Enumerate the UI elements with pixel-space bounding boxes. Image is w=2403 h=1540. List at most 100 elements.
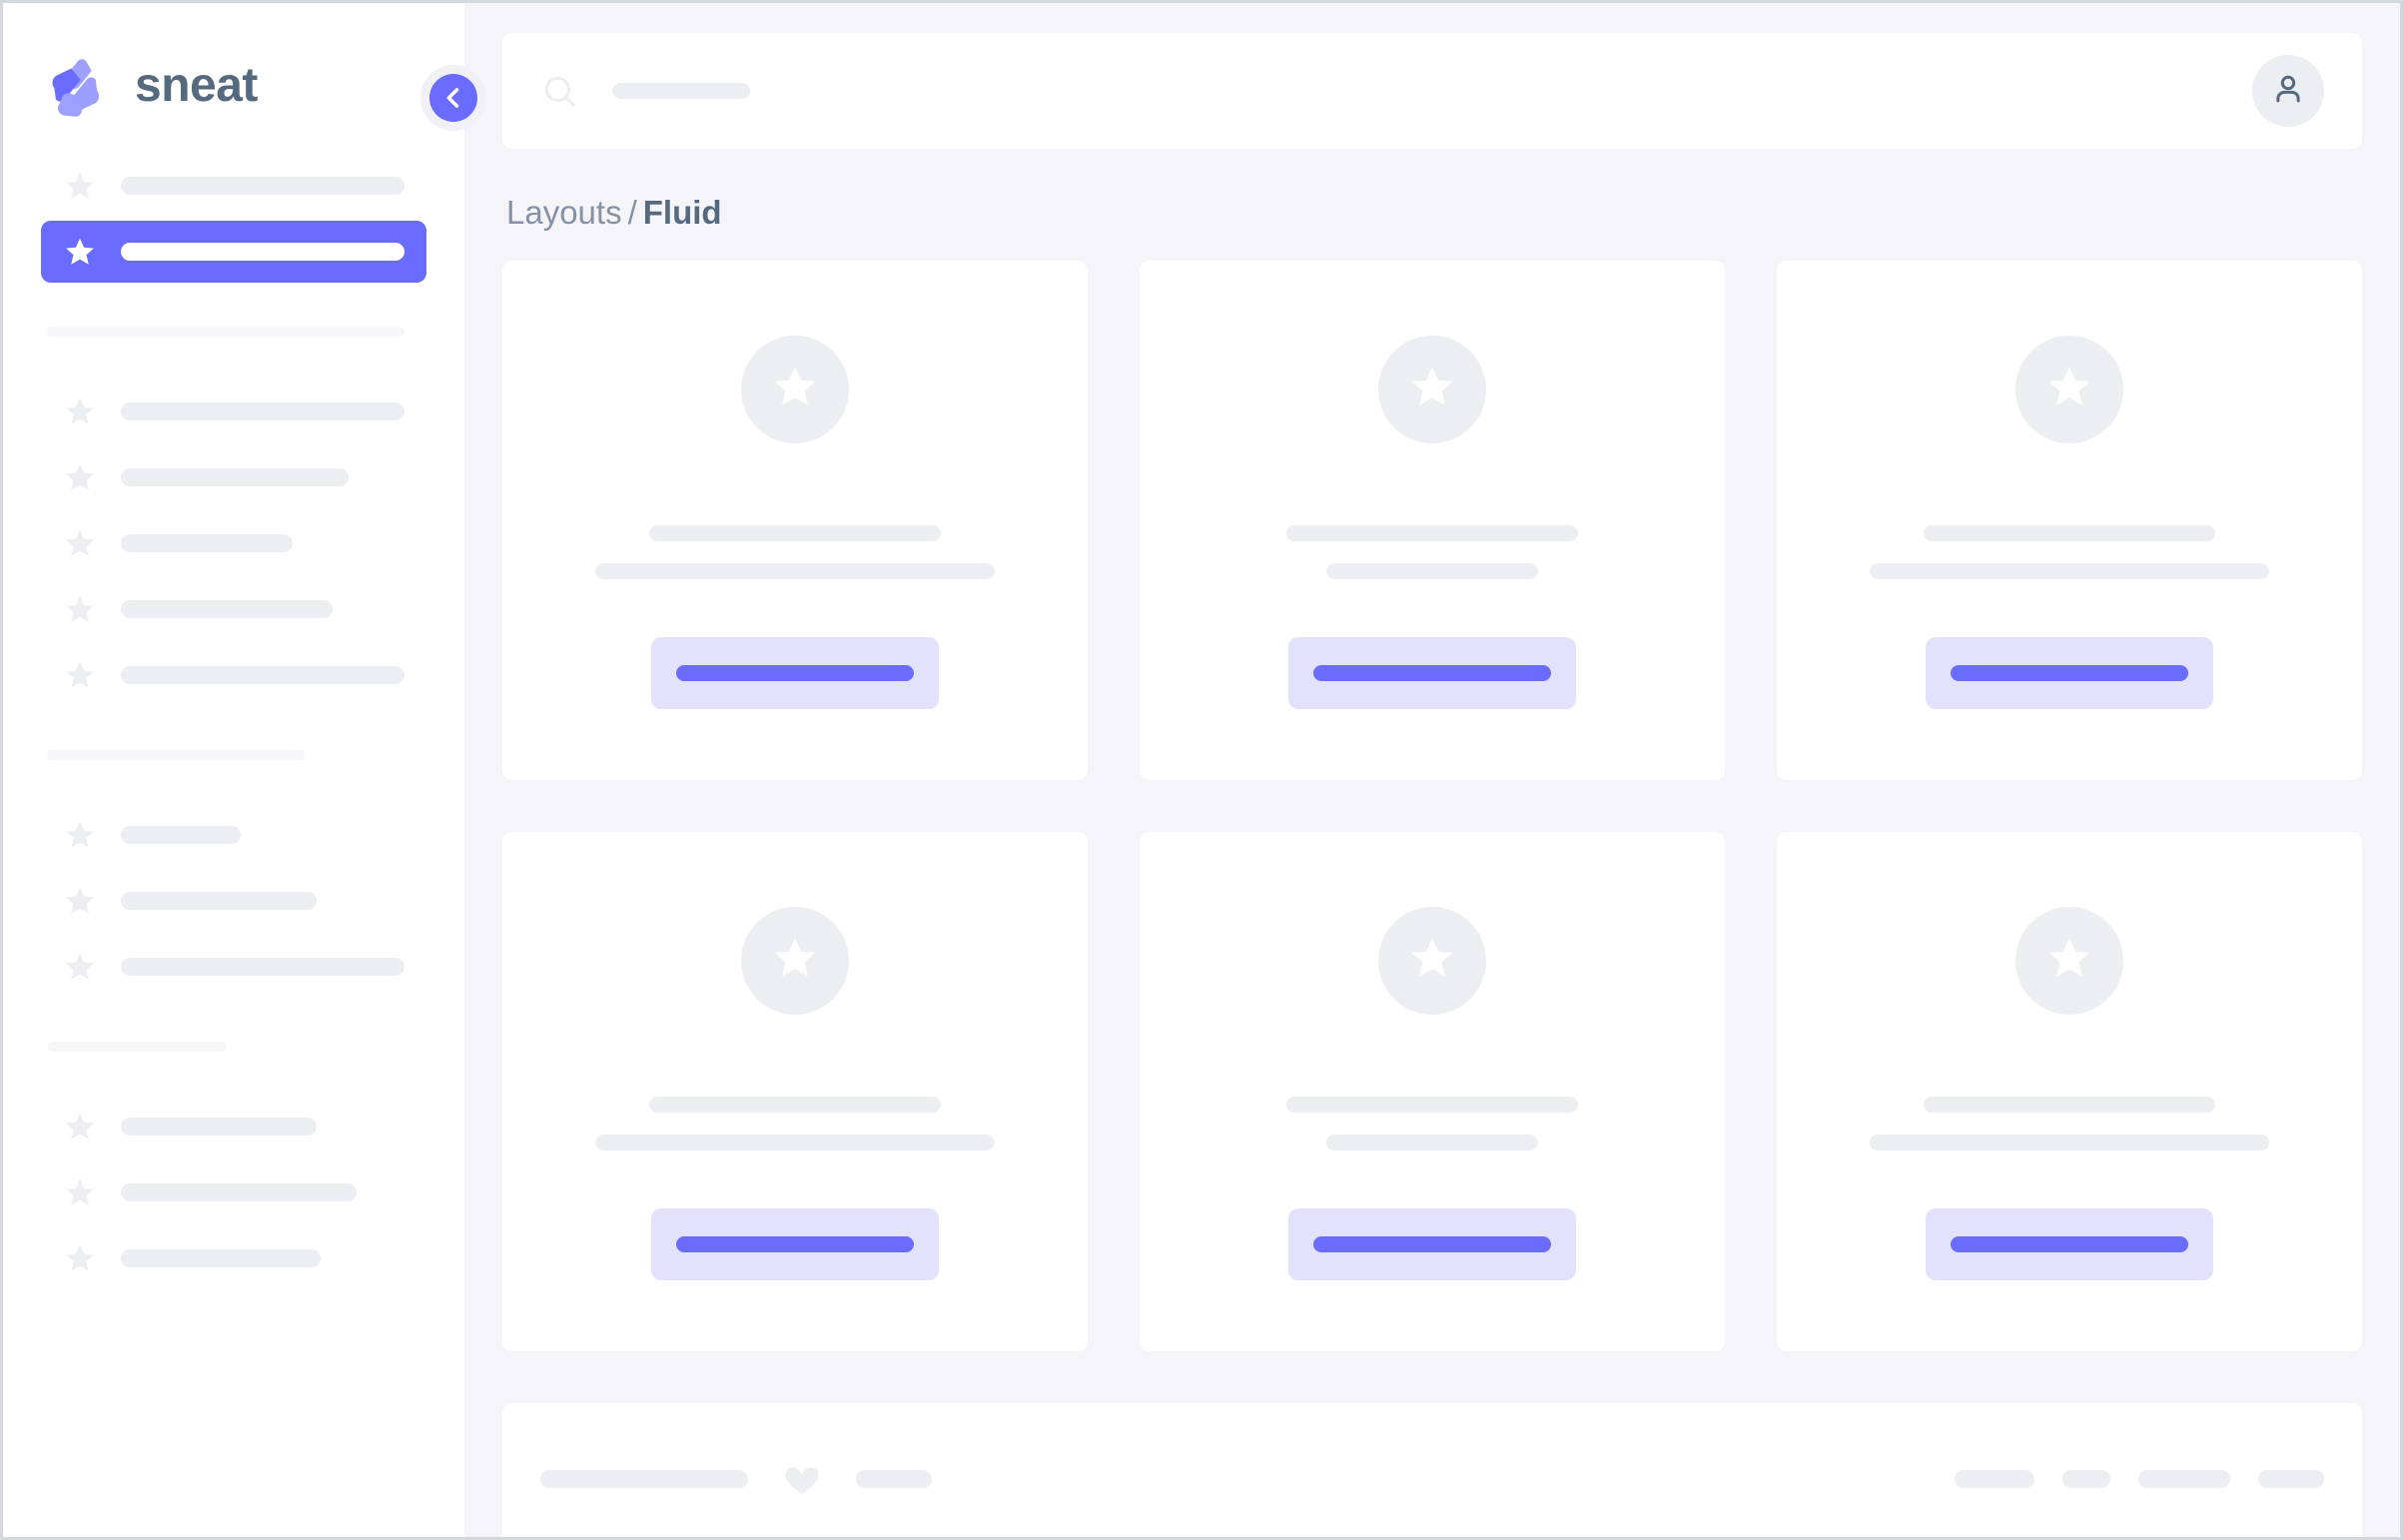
card-action-button-label [676,664,914,681]
sidebar-item-label [121,826,241,844]
card-action-button-label [1951,1235,2188,1252]
sidebar-item-0-1[interactable] [41,221,426,283]
sidebar-item-label [121,1118,317,1136]
card-text-placeholder [1286,524,1578,579]
sidebar-collapse-toggle[interactable] [420,65,486,131]
footer-link-2[interactable] [2138,1469,2230,1488]
card-text-placeholder [1286,1096,1578,1151]
card-text-placeholder [1870,1096,2269,1151]
card-subtitle [1326,1134,1538,1151]
footer-links [1955,1469,2324,1488]
card-subtitle [595,562,995,579]
card-grid [502,260,2362,1351]
sidebar-item-0-0[interactable] [41,155,426,217]
breadcrumb-separator: / [627,194,637,231]
card-action-button[interactable] [1288,636,1576,709]
star-icon [63,950,97,984]
sidebar-group-divider [47,327,404,337]
sidebar-group-divider [47,1042,227,1052]
sidebar-item-2-1[interactable] [41,870,426,932]
navbar-search[interactable] [540,72,2252,110]
sidebar-item-1-2[interactable] [41,512,426,574]
card-action-button-label [1313,1235,1551,1252]
page-footer [502,1402,2362,1537]
search-input[interactable] [612,83,750,99]
sidebar-item-3-0[interactable] [41,1096,426,1157]
breadcrumb: Layouts / Fluid [506,193,2362,233]
star-icon [63,658,97,692]
content-card [1777,831,2362,1351]
star-icon [63,394,97,428]
card-action-button-label [676,1235,914,1252]
content-card [1140,831,1725,1351]
card-avatar [741,906,849,1015]
sidebar-item-label [121,958,404,976]
footer-link-1[interactable] [2062,1469,2110,1488]
star-icon [63,526,97,560]
card-action-button[interactable] [1288,1207,1576,1280]
sidebar-item-2-2[interactable] [41,936,426,998]
star-icon [63,169,97,203]
sidebar-item-1-1[interactable] [41,446,426,508]
sidebar-item-label [121,177,404,195]
star-icon [63,460,97,494]
sidebar-item-label [121,600,333,618]
footer-credit [540,1459,932,1499]
sidebar-item-label [121,243,404,261]
card-action-button[interactable] [1926,636,2213,709]
avatar[interactable] [2252,55,2324,127]
card-avatar [1378,906,1486,1015]
star-icon [1407,362,1457,416]
card-text-placeholder [1870,524,2269,579]
sidebar-item-3-2[interactable] [41,1227,426,1289]
card-avatar [1378,335,1486,443]
card-action-button[interactable] [1926,1207,2213,1280]
sidebar-item-1-4[interactable] [41,644,426,706]
card-action-button[interactable] [651,1207,939,1280]
content-card [1777,260,2362,780]
sidebar-group-divider [47,750,305,760]
breadcrumb-parent[interactable]: Layouts [506,194,622,231]
star-icon [63,1175,97,1209]
sidebar-item-label [121,468,349,486]
top-navbar [502,33,2362,149]
footer-link-0[interactable] [1955,1469,2034,1488]
card-avatar [2015,335,2123,443]
content-card [502,831,1088,1351]
sidebar-item-label [121,1249,321,1267]
card-subtitle [1870,1134,2269,1151]
card-title [649,1096,941,1113]
sidebar-item-1-3[interactable] [41,578,426,640]
card-action-button[interactable] [651,636,939,709]
chevron-left-icon [429,74,477,122]
sidebar: sneat [3,3,486,1537]
star-icon [770,362,820,416]
star-icon [1407,933,1457,988]
brand-name: sneat [135,59,258,112]
breadcrumb-current: Fluid [642,194,722,231]
card-action-button-label [1951,664,2188,681]
heart-icon [782,1459,822,1499]
card-text-placeholder [595,1096,995,1151]
content-card [1140,260,1725,780]
card-title [1286,1096,1578,1113]
sidebar-item-1-0[interactable] [41,381,426,442]
card-subtitle [595,1134,995,1151]
star-icon [63,1110,97,1144]
sidebar-menu [3,125,464,1289]
sidebar-item-2-0[interactable] [41,804,426,866]
brand-header[interactable]: sneat [3,3,464,125]
sidebar-item-3-1[interactable] [41,1161,426,1223]
content-card [502,260,1088,780]
sidebar-item-label [121,534,293,552]
star-icon [63,1241,97,1275]
card-text-placeholder [595,524,995,579]
card-title [1924,1096,2215,1113]
sidebar-item-label [121,892,317,910]
footer-text-before [540,1469,748,1488]
card-avatar [2015,906,2123,1015]
footer-link-3[interactable] [2258,1469,2324,1488]
footer-text-after [856,1469,932,1488]
star-icon [63,884,97,918]
